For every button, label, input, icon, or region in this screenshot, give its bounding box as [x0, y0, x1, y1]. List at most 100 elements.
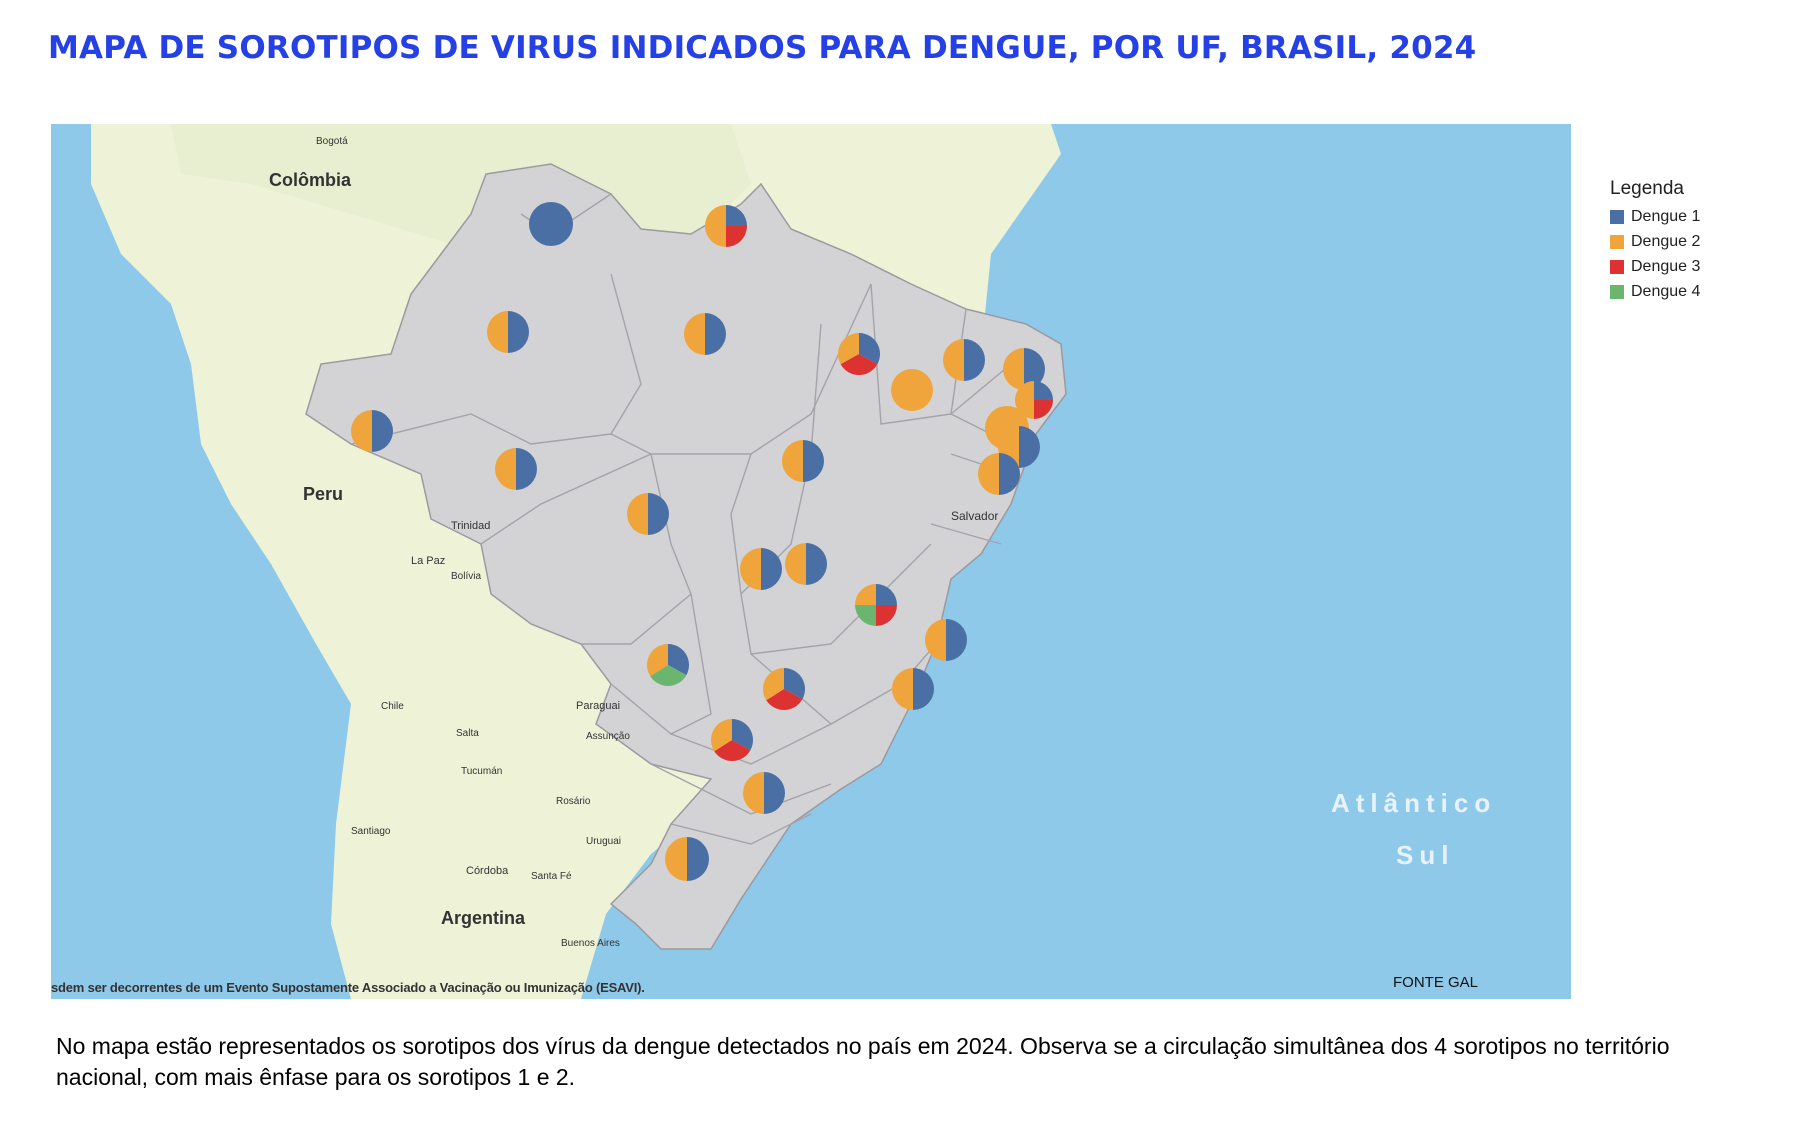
pie-slice-dengue-2 — [495, 448, 516, 490]
pie-mg — [855, 584, 897, 626]
pie-slice-dengue-3 — [714, 740, 751, 761]
pie-rj — [892, 668, 934, 710]
pie-slice-dengue-1 — [946, 619, 967, 661]
pie-slice-dengue-2 — [743, 772, 764, 814]
pie-slice-dengue-1 — [999, 453, 1020, 495]
pie-pa — [684, 313, 726, 355]
label-bolivia: Bolívia — [451, 571, 481, 582]
pie-ap — [705, 205, 747, 247]
legend-item-dengue-2: Dengue 2 — [1610, 229, 1700, 254]
label-tucuman: Tucumán — [461, 766, 502, 777]
pie-layer — [351, 202, 1053, 881]
pie-slice-dengue-4 — [650, 665, 687, 686]
pie-df — [785, 543, 827, 585]
label-sul: Sul — [1396, 840, 1454, 870]
pie-ac — [351, 410, 393, 452]
pie-slice-dengue-1 — [1019, 426, 1040, 468]
description-text: No mapa estão representados os sorotipos… — [56, 1033, 1670, 1090]
footnote: sdem ser decorrentes de um Evento Supost… — [51, 980, 645, 995]
legend-label: Dengue 2 — [1631, 232, 1701, 250]
label-salvador: Salvador — [951, 509, 998, 523]
legend-item-dengue-3: Dengue 3 — [1610, 254, 1700, 279]
pie-slice-dengue-1 — [1034, 381, 1053, 400]
legend-item-dengue-4: Dengue 4 — [1610, 279, 1700, 304]
pie-slice-dengue-2 — [351, 410, 372, 452]
pie-rs — [665, 837, 709, 881]
pie-slice-dengue-2 — [684, 313, 705, 355]
pie-slice-dengue-2 — [782, 440, 803, 482]
pie-slice-dengue-2 — [1003, 348, 1024, 390]
legend: Legenda Dengue 1 Dengue 2 Dengue 3 Dengu… — [1610, 178, 1700, 304]
pie-slice-dengue-1 — [761, 548, 782, 590]
pie-slice-dengue-1 — [648, 493, 669, 535]
pie-ma — [838, 333, 880, 376]
pie-slice-dengue-2 — [740, 548, 761, 590]
source-label: FONTE GAL — [1393, 974, 1479, 991]
pie-slice-dengue-1 — [764, 772, 785, 814]
legend-swatch-dengue-1 — [1610, 209, 1624, 224]
page-title: MAPA DE SOROTIPOS DE VIRUS INDICADOS PAR… — [48, 30, 1477, 66]
label-peru: Peru — [303, 484, 343, 504]
pie-slice-dengue-2 — [705, 205, 726, 247]
pie-slice-dengue-2 — [838, 333, 859, 365]
pie-slice-dengue-3 — [766, 689, 803, 711]
pie-sc — [743, 772, 785, 814]
pie-go — [740, 548, 782, 590]
pie-slice-dengue-1 — [803, 440, 824, 482]
state-borders — [350, 193, 1012, 845]
pie-slice-dengue-1 — [876, 584, 897, 605]
pie-mt — [627, 493, 669, 535]
pie-slice-dengue-2 — [647, 644, 668, 677]
legend-label: Dengue 1 — [1631, 207, 1701, 225]
pie-pi — [891, 369, 933, 411]
pie-slice-dengue-1 — [726, 205, 747, 226]
pie-to — [782, 440, 824, 482]
label-colombia: Colômbia — [269, 170, 352, 190]
pie-slice-dengue-2 — [762, 668, 784, 701]
map-canvas[interactable]: Colômbia Bogotá Peru Trinidad La Paz Bol… — [51, 124, 1571, 999]
pie-slice-dengue-1 — [964, 339, 985, 381]
pie-se — [978, 453, 1020, 495]
pie-slice-dengue-1 — [508, 311, 529, 353]
pie-slice-dengue-2 — [943, 339, 964, 381]
label-santiago: Santiago — [351, 826, 391, 837]
pie-slice-dengue-1 — [859, 333, 880, 365]
pie-slice-dengue-1 — [784, 668, 806, 700]
pie-slice-dengue-2 — [891, 369, 933, 411]
map-labels: Colômbia Bogotá Peru Trinidad La Paz Bol… — [269, 136, 1490, 949]
map-panel[interactable]: Colômbia Bogotá Peru Trinidad La Paz Bol… — [51, 124, 1571, 999]
label-paraguai: Paraguai — [576, 700, 620, 712]
pie-ro — [495, 448, 537, 490]
pie-slice-dengue-2 — [785, 543, 806, 585]
pie-slice-dengue-1 — [806, 543, 827, 585]
pie-sp — [762, 668, 806, 711]
pie-slice-dengue-2 — [978, 453, 999, 495]
pie-slice-dengue-2 — [487, 311, 508, 353]
label-buenos-aires: Buenos Aires — [561, 938, 620, 949]
pie-slice-dengue-1 — [705, 313, 726, 355]
legend-swatch-dengue-2 — [1610, 234, 1624, 249]
pie-rr — [529, 202, 573, 246]
label-uruguai: Uruguai — [586, 836, 621, 847]
label-bogota: Bogotá — [316, 136, 348, 147]
pie-rn — [1003, 348, 1045, 390]
pie-slice-dengue-2 — [892, 668, 913, 710]
pie-slice-dengue-1 — [1024, 348, 1045, 390]
pie-slice-dengue-3 — [876, 605, 897, 626]
legend-label: Dengue 3 — [1631, 257, 1701, 275]
pie-ce — [943, 339, 985, 381]
pie-slice-dengue-1 — [732, 719, 753, 751]
label-santa-fe: Santa Fé — [531, 871, 572, 882]
pie-pr — [711, 719, 753, 761]
label-asuncion: Assunção — [586, 731, 630, 742]
legend-swatch-dengue-3 — [1610, 259, 1624, 274]
pie-pb — [1015, 381, 1053, 419]
legend-item-dengue-1: Dengue 1 — [1610, 204, 1700, 229]
pie-slice-dengue-2 — [711, 719, 732, 752]
pie-slice-dengue-2 — [627, 493, 648, 535]
label-salta: Salta — [456, 728, 479, 739]
label-chile: Chile — [381, 701, 404, 712]
pie-slice-dengue-1 — [687, 837, 709, 881]
pie-am — [487, 311, 529, 353]
pie-slice-dengue-2 — [1015, 381, 1034, 419]
